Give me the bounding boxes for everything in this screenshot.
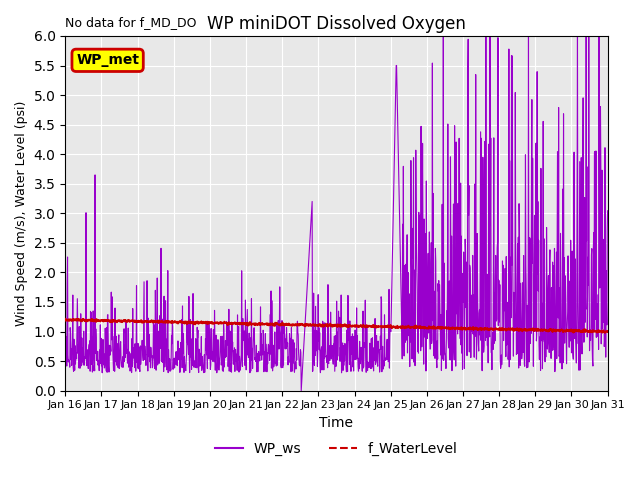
Text: WP_met: WP_met xyxy=(76,53,139,67)
Y-axis label: Wind Speed (m/s), Water Level (psi): Wind Speed (m/s), Water Level (psi) xyxy=(15,101,28,326)
Legend: WP_ws, f_WaterLevel: WP_ws, f_WaterLevel xyxy=(209,436,463,462)
Text: No data for f_MD_DO: No data for f_MD_DO xyxy=(65,16,196,29)
X-axis label: Time: Time xyxy=(319,416,353,430)
Title: WP miniDOT Dissolved Oxygen: WP miniDOT Dissolved Oxygen xyxy=(207,15,466,33)
